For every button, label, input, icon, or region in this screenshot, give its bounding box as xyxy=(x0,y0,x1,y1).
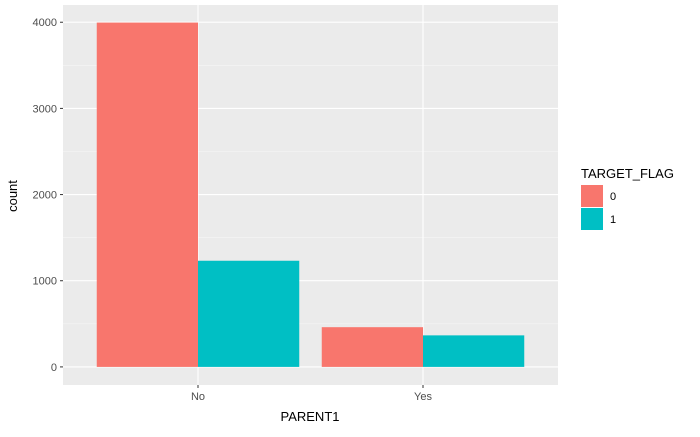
y-axis: 0 1000 2000 3000 4000 xyxy=(33,17,63,374)
y-tick-label: 3000 xyxy=(33,103,57,115)
x-axis-title: PARENT1 xyxy=(281,409,340,424)
legend: TARGET_FLAG 0 1 xyxy=(581,166,674,230)
y-tick-label: 4000 xyxy=(33,17,57,29)
bar-no-1 xyxy=(198,260,300,367)
bar-yes-1 xyxy=(423,335,525,367)
x-tick-label: Yes xyxy=(414,391,432,403)
y-tick-label: 2000 xyxy=(33,190,57,202)
y-axis-title: count xyxy=(5,180,20,212)
bar-no-0 xyxy=(96,22,198,367)
legend-label-0: 0 xyxy=(610,191,616,203)
x-axis: No Yes xyxy=(191,385,432,403)
bars-group xyxy=(96,22,525,367)
legend-key-1 xyxy=(581,208,603,230)
y-tick-label: 1000 xyxy=(33,276,57,288)
legend-title: TARGET_FLAG xyxy=(581,166,674,181)
x-tick-label: No xyxy=(191,391,205,403)
legend-key-0 xyxy=(581,185,603,207)
bar-yes-0 xyxy=(321,327,423,367)
legend-label-1: 1 xyxy=(610,214,616,226)
y-tick-label: 0 xyxy=(51,362,57,374)
